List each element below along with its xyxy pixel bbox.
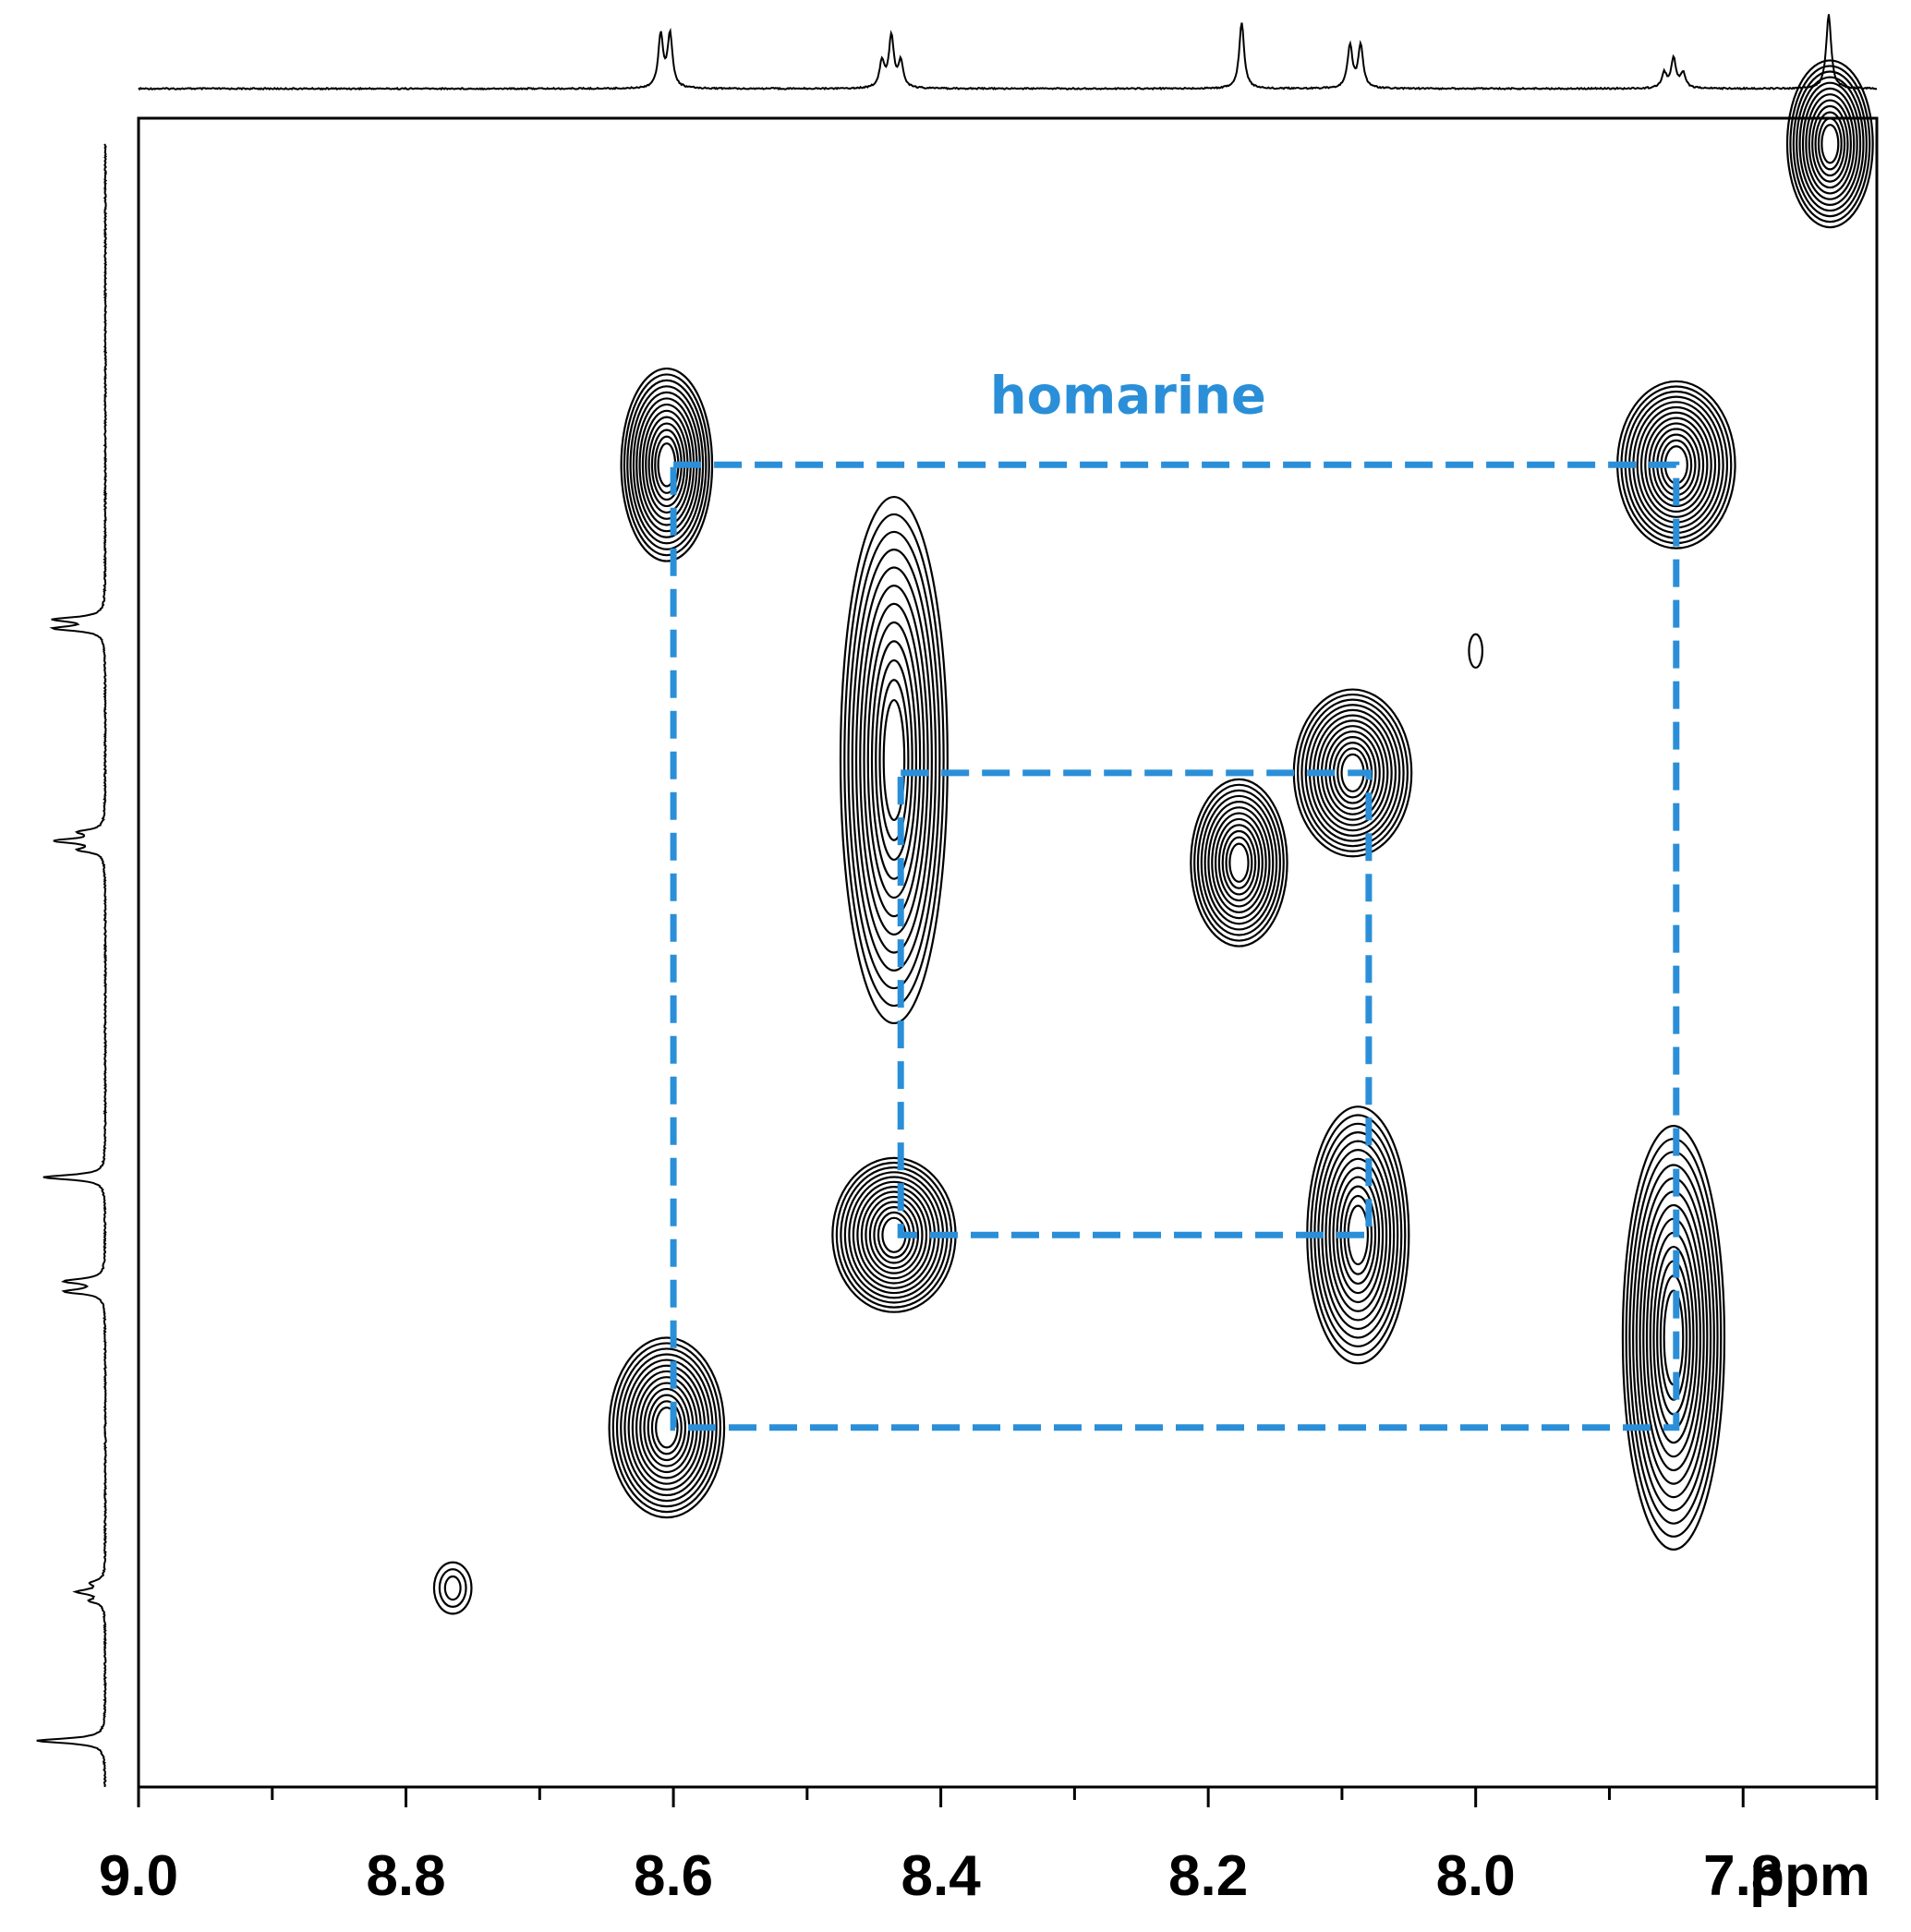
contour-level [443, 1575, 462, 1601]
contour-level [1801, 87, 1858, 200]
contour-level [860, 1190, 928, 1280]
contour-level [1328, 1157, 1388, 1312]
contour-level [1644, 417, 1709, 513]
contour-level [1297, 693, 1409, 852]
x-tick-label: 8.6 [634, 1844, 713, 1908]
contour-level [843, 513, 945, 1008]
contour-level [620, 367, 714, 562]
contour-level [854, 566, 933, 954]
contour-level [1639, 411, 1712, 518]
plot-frame [137, 116, 1879, 1789]
contour-level [626, 379, 708, 550]
contour-level [1808, 99, 1852, 189]
x-tick-label: 8.0 [1436, 1844, 1516, 1908]
contour-level [1300, 698, 1405, 848]
contour-peak [1468, 633, 1484, 670]
contour-level [859, 584, 929, 936]
contour-level [1228, 842, 1250, 883]
contour-level [863, 602, 925, 918]
contour-level [1225, 836, 1253, 889]
x-tick-label: 8.8 [366, 1844, 445, 1908]
contour-level [1203, 800, 1275, 925]
contour-level [847, 530, 941, 990]
contour-peak [1190, 778, 1288, 948]
spin-system-boxes [670, 461, 1680, 1431]
contour-level [1796, 76, 1865, 212]
contour-level [1805, 93, 1856, 195]
top-1d-projection [138, 14, 1878, 91]
contour-level [868, 1201, 920, 1270]
contour-level [1632, 1164, 1715, 1512]
contour-level [1207, 806, 1271, 920]
contour-level [866, 621, 922, 900]
contour-level [1211, 812, 1267, 913]
spin-system-box [670, 461, 1680, 1431]
contour-level [839, 495, 949, 1025]
spin-system-box [897, 769, 1373, 1238]
contour-level [647, 1394, 687, 1462]
contour-level [1785, 59, 1874, 229]
contour-peak [839, 495, 949, 1025]
contour-level [865, 1195, 924, 1274]
contour-peaks [432, 59, 1874, 1615]
x-axis-label: ppm [1749, 1844, 1870, 1908]
x-tick-label: 8.2 [1168, 1844, 1248, 1908]
contour-level [1789, 65, 1871, 223]
contour-level [629, 385, 705, 545]
homarine-annotation: homarine [990, 367, 1266, 427]
contour-level [623, 373, 710, 557]
contour-level [635, 1376, 698, 1479]
contour-level [1221, 829, 1257, 896]
contour-level [1792, 70, 1868, 218]
contour-level [611, 1342, 721, 1514]
contour-level [1642, 1203, 1705, 1472]
contour-level [1324, 1149, 1392, 1322]
contour-peak [432, 1561, 473, 1615]
contour-level [608, 1336, 726, 1519]
contour-level [1468, 633, 1484, 670]
x-tick-label: 7.8 [1703, 1844, 1783, 1908]
contour-level [1196, 789, 1282, 936]
left-1d-projection [36, 143, 108, 1788]
contour-level [432, 1561, 473, 1615]
contour-level [1814, 111, 1846, 177]
contour-level [1820, 124, 1840, 164]
contour-level [1304, 704, 1401, 842]
contour-level [650, 1400, 683, 1455]
contour-level [1193, 783, 1285, 942]
contour-level [851, 549, 937, 972]
contour-level [882, 698, 906, 822]
contour-peak [1785, 59, 1874, 229]
contour-level [1217, 824, 1261, 902]
contour-level [1798, 81, 1862, 207]
contour-level [438, 1568, 467, 1608]
x-tick-label: 8.4 [901, 1844, 982, 1908]
contour-level [870, 640, 917, 880]
contour-level [875, 658, 913, 862]
contour-level [615, 1347, 718, 1508]
x-axis-ticks: 9.0 8.8 8.6 8.4 8.2 8.0 7.8 [99, 1787, 1879, 1908]
contour-level [1621, 1125, 1726, 1551]
contour-level [1214, 817, 1264, 908]
x-tick-label: 9.0 [99, 1844, 178, 1908]
contour-level [1200, 794, 1278, 931]
contour-level [1332, 1166, 1385, 1304]
contour-level [655, 1407, 679, 1449]
contour-level [878, 679, 910, 841]
contour-level [1190, 778, 1288, 948]
contour-level [1811, 104, 1849, 183]
